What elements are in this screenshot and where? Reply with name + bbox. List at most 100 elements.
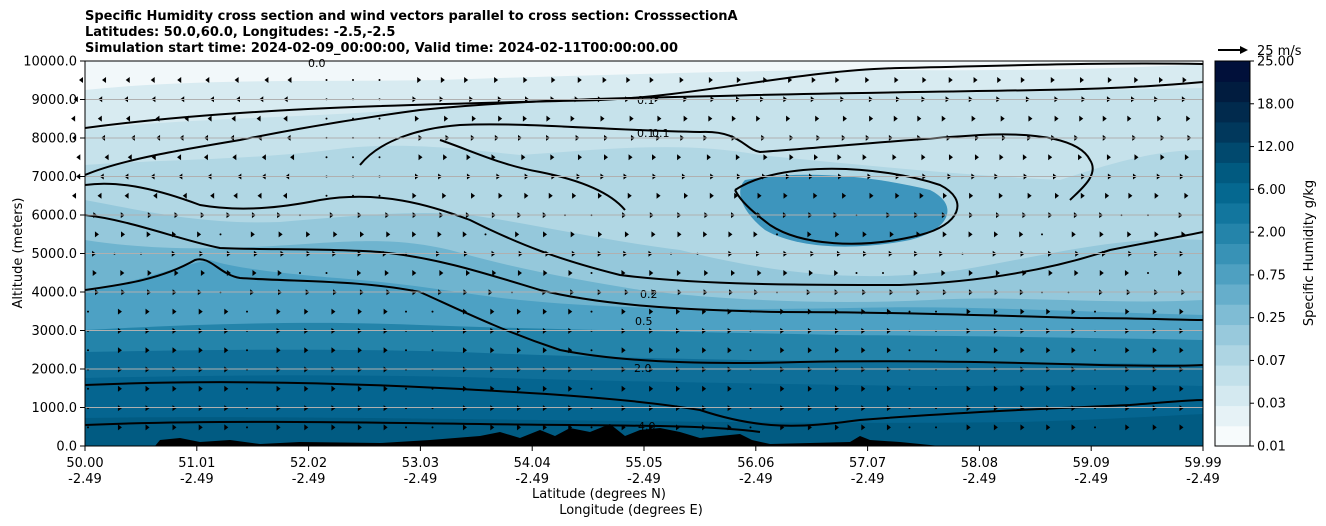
wind-vector xyxy=(997,77,1002,83)
colorbar-tick-label: 6.00 xyxy=(1257,183,1286,198)
wind-vector-dot xyxy=(1041,233,1043,236)
wind-vector-dot xyxy=(246,387,248,390)
wind-vector xyxy=(412,231,417,238)
colorbar-segment xyxy=(1215,182,1250,204)
wind-vector xyxy=(145,405,150,412)
wind-vector xyxy=(1048,270,1053,276)
wind-vector xyxy=(969,192,974,199)
wind-vector-dot xyxy=(908,310,911,313)
wind-vector xyxy=(210,192,215,199)
wind-vector xyxy=(834,308,839,315)
wind-vector xyxy=(676,405,680,412)
wind-vector xyxy=(73,96,78,103)
wind-vector-dot xyxy=(378,117,381,120)
wind-vector xyxy=(917,115,922,122)
wind-vector xyxy=(568,424,573,431)
wind-vector xyxy=(763,77,768,83)
wind-vector xyxy=(807,385,812,392)
wind-vector xyxy=(357,405,362,412)
wind-vector xyxy=(1019,231,1024,238)
x-tick-label-lat: 51.01 xyxy=(178,456,215,471)
wind-vector xyxy=(304,405,309,412)
wind-vector xyxy=(490,347,495,354)
humidity-moist-core xyxy=(740,174,948,247)
wind-vector xyxy=(572,192,577,199)
wind-vector xyxy=(418,154,423,161)
wind-vector xyxy=(200,270,205,276)
wind-vector-dot xyxy=(590,272,593,274)
wind-vector xyxy=(1184,192,1189,199)
wind-vector-dot xyxy=(749,387,752,390)
wind-vector xyxy=(649,347,654,354)
wind-vector-dot xyxy=(405,310,407,313)
wind-vector xyxy=(542,385,547,392)
x-axis-label-lat: Latitude (degrees N) xyxy=(532,487,666,502)
colorbar-segment xyxy=(1215,324,1250,346)
wind-vector xyxy=(412,270,417,276)
wind-vector xyxy=(1071,405,1076,412)
wind-vector-dot xyxy=(1094,387,1096,390)
wind-vector-dot xyxy=(908,349,911,352)
wind-vector xyxy=(462,231,467,238)
wind-vector xyxy=(895,192,900,199)
wind-vector xyxy=(683,115,688,122)
wind-vector-dot xyxy=(484,233,487,236)
wind-vector xyxy=(177,154,182,161)
wind-vector xyxy=(1178,270,1183,276)
wind-vector-dot xyxy=(87,310,89,313)
contour-label-0-0: 0.0 xyxy=(308,57,326,70)
wind-vector xyxy=(1054,115,1059,122)
wind-vector-dot xyxy=(590,349,593,352)
wind-vector xyxy=(492,270,497,276)
wind-vector xyxy=(1074,270,1079,276)
wind-vector xyxy=(702,347,707,354)
wind-vector xyxy=(94,231,99,238)
wind-vector xyxy=(198,347,203,354)
wind-vector xyxy=(442,192,447,199)
wind-vector xyxy=(97,192,102,199)
wind-vector xyxy=(702,424,707,431)
colorbar-tick-label: 0.75 xyxy=(1257,268,1286,283)
colorbar-tick-label: 2.00 xyxy=(1257,226,1286,241)
wind-vector xyxy=(1079,115,1084,122)
wind-vector xyxy=(676,308,680,315)
wind-vector-dot xyxy=(776,233,778,236)
wind-vector xyxy=(490,385,495,392)
wind-vector xyxy=(1022,270,1027,276)
wind-vector-dot xyxy=(246,310,248,313)
wind-vector xyxy=(1050,77,1055,83)
wind-vector xyxy=(835,77,840,83)
wind-vector xyxy=(1125,405,1130,412)
wind-vector-dot xyxy=(87,349,89,352)
wind-vector xyxy=(570,115,575,122)
y-tick-label: 2000.0 xyxy=(32,363,78,378)
wind-vector xyxy=(1106,154,1111,161)
wind-vector xyxy=(1124,270,1129,276)
wind-vector xyxy=(993,308,998,315)
wind-vector xyxy=(973,77,978,83)
wind-vector xyxy=(542,405,547,412)
wind-vector xyxy=(657,115,662,122)
wind-vector xyxy=(205,77,210,83)
wind-vector xyxy=(730,270,735,276)
wind-vector xyxy=(966,347,971,354)
wind-vector xyxy=(763,154,768,161)
wind-vector xyxy=(1186,115,1191,122)
wind-vector-dot xyxy=(405,387,407,390)
x-tick-label-lon: -2.49 xyxy=(68,472,102,487)
wind-vector xyxy=(734,192,739,199)
wind-vector xyxy=(727,424,732,431)
wind-vector-dot xyxy=(352,79,354,81)
wind-vector xyxy=(252,270,257,276)
wind-vector xyxy=(1071,424,1076,431)
wind-vector xyxy=(117,424,122,431)
wind-vector xyxy=(414,115,419,122)
wind-vector xyxy=(780,405,785,412)
wind-vector xyxy=(889,231,894,238)
wind-vector xyxy=(842,192,847,199)
wind-vector xyxy=(331,347,336,354)
wind-vector xyxy=(1020,405,1025,412)
wind-vector xyxy=(1154,231,1159,238)
wind-vector xyxy=(842,115,847,122)
